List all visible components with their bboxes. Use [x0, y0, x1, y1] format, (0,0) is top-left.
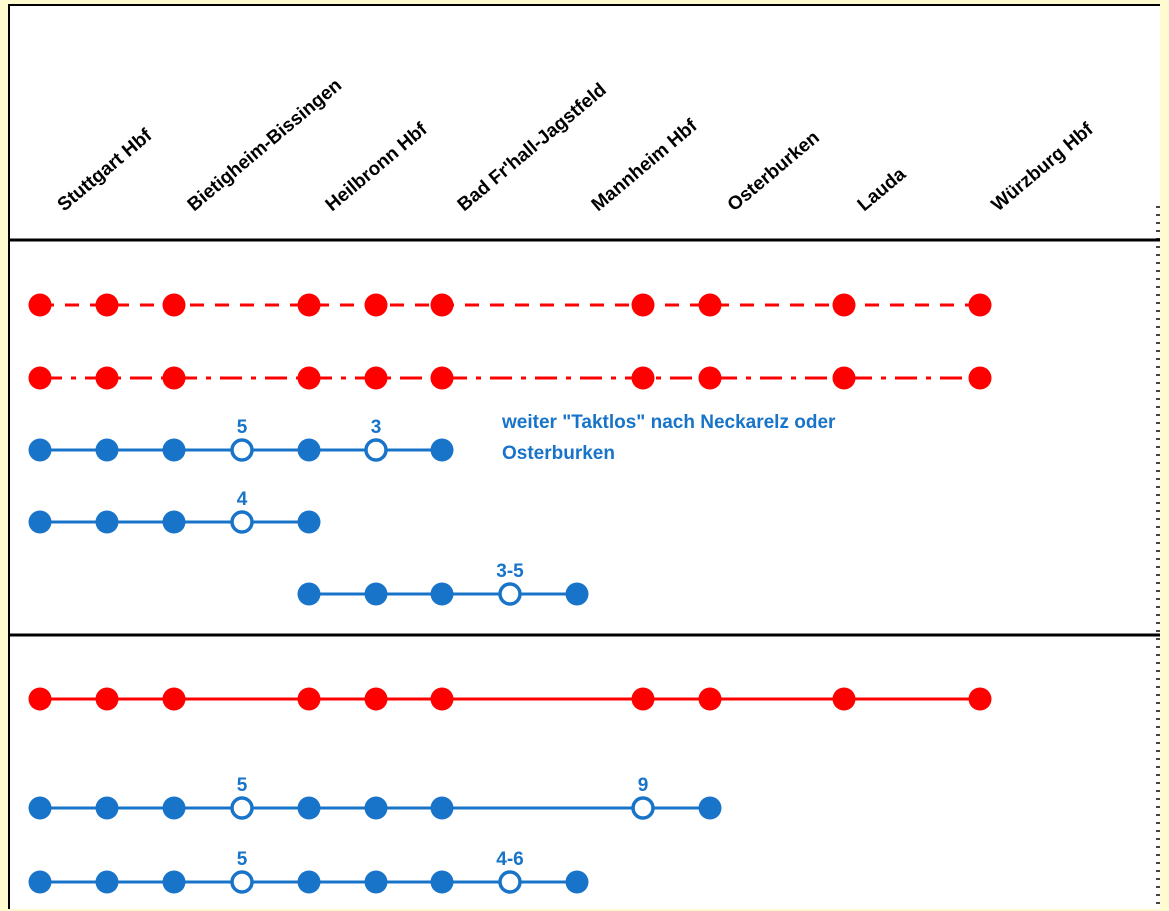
stop-dot: [162, 366, 186, 390]
stop-dot: [297, 366, 321, 390]
station-label: Heilbronn Hbf: [322, 119, 432, 216]
stop-dot: [162, 438, 186, 462]
stop-dot: [968, 366, 992, 390]
stop-dot: [364, 687, 388, 711]
stop-dot: [698, 366, 722, 390]
stop-dot: [430, 796, 454, 820]
stop-dot: [95, 687, 119, 711]
stop-dot: [698, 687, 722, 711]
stop-dot: [28, 796, 52, 820]
stop-dot: [631, 687, 655, 711]
stop-dot: [832, 366, 856, 390]
stop-open: [364, 438, 388, 462]
stop-dot: [565, 870, 589, 894]
stop-dot: [631, 366, 655, 390]
stop-dot: [364, 870, 388, 894]
stop-open: [498, 870, 522, 894]
stop-dot: [28, 293, 52, 317]
stop-open: [230, 510, 254, 534]
stop-number-label: 3: [371, 417, 382, 438]
stop-dot: [162, 510, 186, 534]
stop-dot: [95, 438, 119, 462]
stop-dot: [565, 582, 589, 606]
stop-number-label: 5: [237, 775, 248, 796]
stop-open: [631, 796, 655, 820]
stop-dot: [297, 582, 321, 606]
stop-dot: [162, 293, 186, 317]
stop-dot: [28, 870, 52, 894]
stop-dot: [297, 438, 321, 462]
stop-dot: [297, 293, 321, 317]
stop-dot: [631, 293, 655, 317]
stop-dot: [162, 687, 186, 711]
stop-dot: [430, 687, 454, 711]
stop-dot: [364, 366, 388, 390]
stop-dot: [28, 510, 52, 534]
stop-dot: [162, 796, 186, 820]
station-label: Lauda: [854, 163, 911, 215]
stop-open: [498, 582, 522, 606]
line-diagram: Stuttgart Hbf Bietigheim-BissingenHeilbro…: [10, 75, 1160, 894]
stop-dot: [698, 293, 722, 317]
stop-dot: [364, 582, 388, 606]
station-label: Würzburg Hbf: [988, 119, 1098, 216]
station-label: Mannheim Hbf: [588, 115, 702, 216]
stop-number-label: 3-5: [496, 561, 524, 582]
stop-dot: [297, 870, 321, 894]
station-label: Bad Fr'hall-Jagstfeld: [454, 79, 611, 215]
stop-dot: [364, 293, 388, 317]
stop-number-label: 5: [237, 849, 248, 870]
stop-dot: [430, 582, 454, 606]
stop-dot: [95, 293, 119, 317]
stop-dot: [28, 366, 52, 390]
stop-dot: [832, 293, 856, 317]
stop-dot: [430, 293, 454, 317]
stop-dot: [698, 796, 722, 820]
right-dotted-edge: [1156, 206, 1160, 909]
stop-dot: [297, 796, 321, 820]
route-note: weiter "Taktlos" nach Neckarelz oder: [501, 412, 836, 433]
station-label: Osterburken: [724, 127, 824, 216]
stop-dot: [832, 687, 856, 711]
stop-open: [230, 438, 254, 462]
stop-number-label: 4-6: [496, 849, 523, 870]
station-label: Stuttgart Hbf: [54, 125, 157, 216]
stop-open: [230, 796, 254, 820]
stop-dot: [430, 870, 454, 894]
stop-dot: [162, 870, 186, 894]
stop-dot: [28, 438, 52, 462]
stop-dot: [95, 510, 119, 534]
stop-dot: [297, 510, 321, 534]
stop-dot: [968, 687, 992, 711]
stop-open: [230, 870, 254, 894]
stop-number-label: 4: [237, 489, 248, 510]
diagram-frame: Stuttgart Hbf Bietigheim-Bissingen Heilbro…: [8, 4, 1160, 909]
stop-number-label: 9: [638, 775, 649, 796]
stop-dot: [95, 870, 119, 894]
station-label: Bietigheim-Bissingen: [184, 75, 346, 216]
stop-dot: [430, 438, 454, 462]
stop-number-label: 5: [237, 417, 248, 438]
stop-dot: [95, 366, 119, 390]
stop-dot: [364, 796, 388, 820]
stop-dot: [430, 366, 454, 390]
route-note: Osterburken: [502, 443, 615, 464]
stop-dot: [95, 796, 119, 820]
stop-dot: [297, 687, 321, 711]
stop-dot: [968, 293, 992, 317]
stop-dot: [28, 687, 52, 711]
